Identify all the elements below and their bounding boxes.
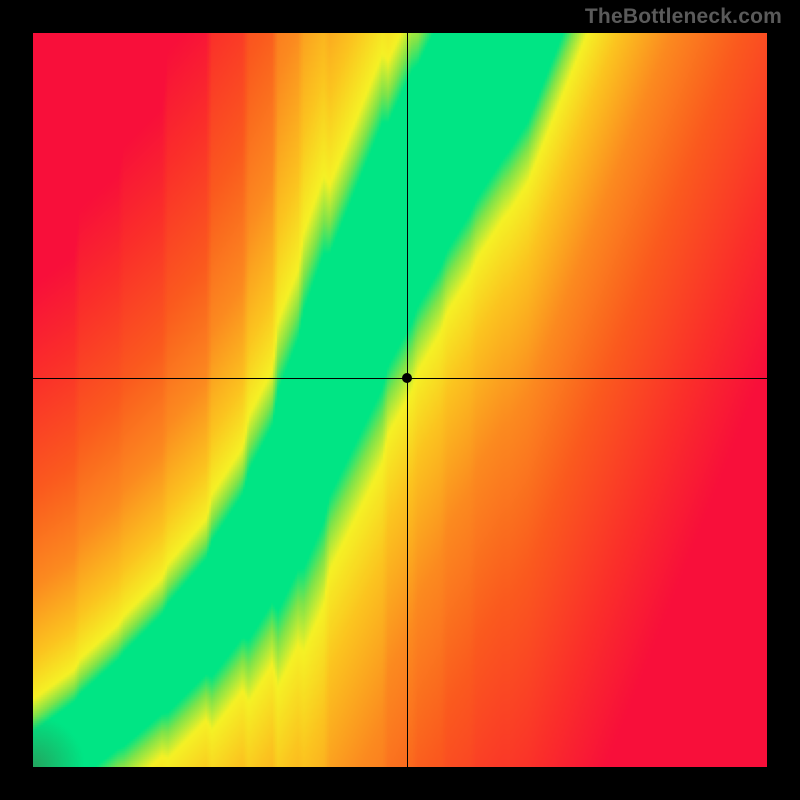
watermark-text: TheBottleneck.com xyxy=(585,5,782,29)
heatmap-plot xyxy=(33,33,767,767)
crosshair-vertical xyxy=(407,33,408,767)
crosshair-marker xyxy=(402,373,412,383)
root: { "watermark": { "text": "TheBottleneck.… xyxy=(0,0,800,800)
heatmap-canvas xyxy=(33,33,767,767)
crosshair-horizontal xyxy=(33,378,767,379)
